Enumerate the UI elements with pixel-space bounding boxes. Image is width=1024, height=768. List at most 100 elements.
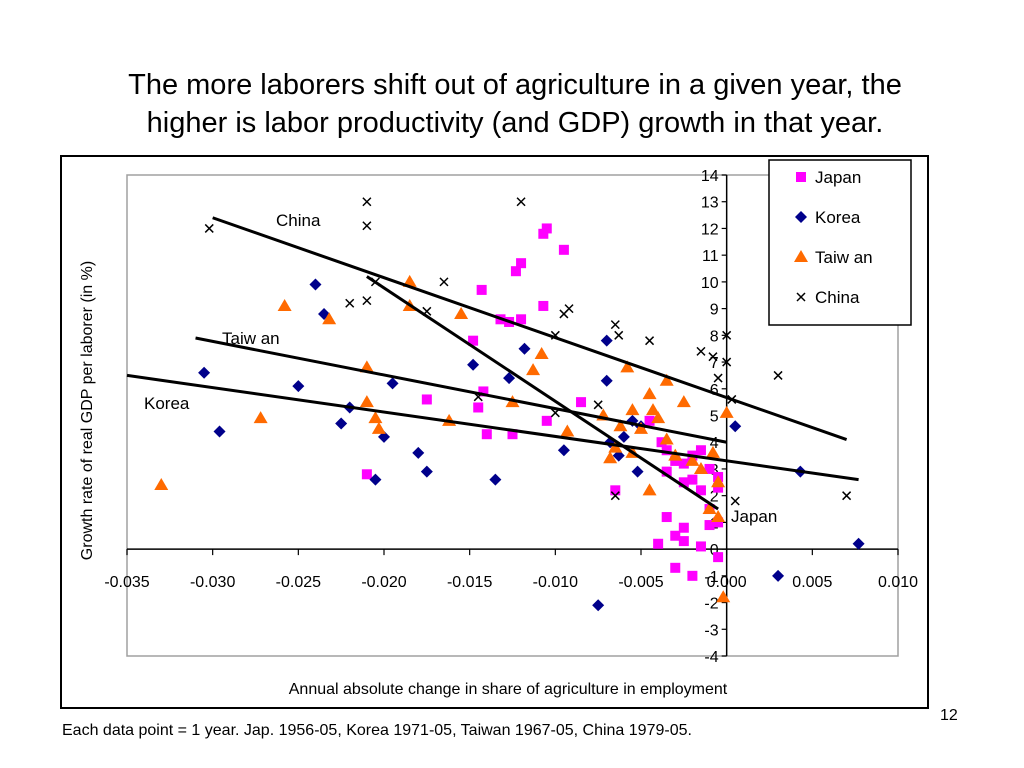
annotation-japan: Japan (731, 507, 777, 526)
y-tick-label: 5 (710, 409, 719, 426)
taiwan-point (526, 363, 541, 376)
y-tick-label: 10 (701, 275, 719, 292)
korea-point (369, 473, 382, 486)
taiwan-point (634, 421, 648, 434)
japan-point (678, 522, 689, 533)
taiwan-point (625, 403, 640, 416)
y-tick-label: 14 (701, 168, 719, 185)
scatter-chart: -0.035 -0.030 -0.025 -0.020 -0.015 -0.010 -0.0… (60, 155, 929, 709)
japan-point (687, 474, 698, 485)
legend-marker (794, 250, 808, 262)
y-tick-label: 0 (710, 542, 719, 559)
taiwan-point (651, 411, 666, 424)
taiwan-point (322, 312, 337, 325)
japan-point (421, 394, 432, 405)
x-tick-label: -0.015 (447, 574, 492, 591)
trend-line (126, 373, 859, 482)
chart-frame: -0.035 -0.030 -0.025 -0.020 -0.015 -0.010 -0.0… (60, 155, 929, 709)
china-point (773, 370, 783, 380)
japan-point (481, 429, 492, 440)
china-point (362, 197, 372, 207)
annotation-taiwan: Taiw an (222, 329, 280, 348)
trend-line (212, 216, 848, 441)
korea-point (592, 599, 605, 612)
legend-marker (795, 211, 807, 223)
x-axis-label: Annual absolute change in share of agric… (289, 681, 728, 698)
x-tick-label: 0.000 (707, 574, 747, 591)
japan-point (653, 538, 664, 549)
korea-point (335, 417, 348, 430)
korea-point (467, 358, 480, 371)
japan-point (510, 266, 521, 277)
x-tick-label: 0.010 (878, 574, 918, 591)
legend-label: China (815, 288, 860, 307)
taiwan-point (368, 411, 383, 424)
japan-point (576, 397, 587, 408)
japan-point (644, 415, 655, 426)
japan-point (361, 469, 372, 480)
title-line-1: The more laborers shift out of agricultu… (128, 69, 902, 101)
korea-point (412, 446, 425, 459)
y-tick-label: -4 (704, 649, 718, 666)
taiwan-point (645, 403, 660, 416)
y-tick-label: 12 (701, 221, 719, 238)
japan-point (468, 335, 479, 346)
taiwan-point (659, 432, 674, 445)
japan-point (713, 482, 724, 493)
y-tick-label: 7 (710, 355, 719, 372)
taiwan-point (702, 502, 717, 515)
japan-point (678, 477, 689, 488)
taiwan-point (371, 421, 386, 434)
china-point (610, 320, 620, 330)
taiwan-point (603, 451, 618, 464)
japan-point (704, 463, 715, 474)
china-point (593, 400, 603, 410)
x-tick-label: -0.030 (190, 574, 235, 591)
korea-point (420, 465, 433, 478)
plot-area (126, 174, 899, 657)
japan-point (507, 429, 518, 440)
korea-point (292, 380, 305, 393)
korea-point (729, 420, 742, 433)
korea-point (612, 449, 625, 462)
page-number: 12 (940, 707, 958, 724)
x-tick-label: -0.020 (361, 574, 406, 591)
taiwan-point (659, 373, 674, 386)
china-point (842, 491, 852, 501)
china-point (708, 352, 718, 362)
slide-title: The more laborers shift out of agricultu… (40, 66, 990, 142)
japan-point (695, 445, 706, 456)
korea-point (503, 372, 516, 385)
china-point (645, 336, 655, 346)
y-tick-label: 8 (710, 328, 719, 345)
japan-point (678, 458, 689, 469)
japan-point (704, 520, 715, 531)
japan-point (670, 455, 681, 466)
china-point (362, 221, 372, 231)
taiwan-point (154, 477, 169, 490)
japan-point (661, 445, 672, 456)
korea-point (557, 444, 570, 457)
y-tick-label: 11 (702, 248, 719, 265)
china-point (696, 346, 706, 356)
japan-point (687, 570, 698, 581)
japan-point (661, 512, 672, 523)
china-point (439, 277, 449, 287)
china-point (713, 373, 723, 383)
y-tick-label: -1 (704, 569, 718, 586)
japan-point (695, 485, 706, 496)
korea-point (600, 374, 613, 387)
china-point (730, 496, 740, 506)
japan-point (661, 466, 672, 477)
japan-point (516, 314, 527, 325)
legend-marker (796, 292, 806, 302)
china-point (362, 296, 372, 306)
taiwan-point (716, 590, 731, 603)
taiwan-point (277, 298, 292, 311)
japan-point (670, 562, 681, 573)
taiwan-point (613, 419, 628, 432)
taiwan-point (253, 411, 268, 424)
china-point (610, 491, 620, 501)
korea-point (378, 430, 390, 443)
china-point (345, 298, 355, 308)
